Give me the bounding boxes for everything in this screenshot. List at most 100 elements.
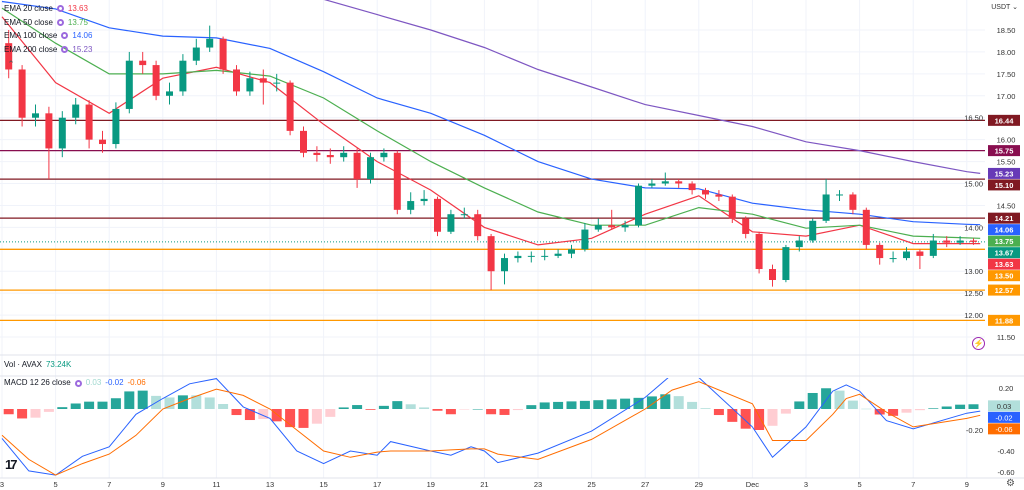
price-marker: 15.23 (988, 167, 1020, 179)
macd-legend[interactable]: MACD 12 26 close 0.03 -0.02 -0.06 (4, 378, 146, 388)
candle (554, 249, 562, 259)
price-marker-bg (988, 314, 1020, 326)
candle-body (661, 181, 669, 184)
legend-label: EMA 100 close (4, 31, 58, 40)
price-marker: 15.10 (988, 179, 1020, 191)
ema-line-50 (1, 7, 981, 239)
price-marker-label: 16.44 (995, 116, 1015, 125)
macd-histogram-bar (70, 403, 81, 409)
candle (367, 152, 374, 184)
price-axis-label: 16.50 (964, 114, 983, 123)
tradingview-logo[interactable]: 17 (5, 457, 18, 472)
lightning-icon[interactable]: ⚡ (972, 337, 985, 350)
candle (541, 249, 549, 261)
candle-body (514, 255, 522, 259)
time-axis-label: 13 (266, 480, 274, 489)
ema-line-100 (1, 0, 981, 226)
candle-body (608, 225, 616, 228)
legend-ema200[interactable]: EMA 200 close 15.23 (4, 43, 92, 57)
gear-icon[interactable]: ⚙ (1006, 478, 1015, 489)
candle (434, 196, 441, 237)
price-marker-bg (988, 167, 1020, 179)
candle (85, 100, 93, 149)
candle-body (970, 240, 977, 242)
price-marker-bg (988, 270, 1020, 282)
price-axis-label: 16.00 (997, 136, 1016, 145)
macd-histogram-bar (57, 407, 68, 409)
macd-histogram-value: 0.03 (85, 378, 102, 387)
legend-value: 13.75 (67, 17, 88, 27)
macd-histogram-bar (874, 409, 885, 415)
legend-ema50[interactable]: EMA 50 close 13.75 (4, 16, 92, 30)
macd-histogram-bar (271, 409, 282, 422)
price-axis-label: 11.50 (997, 333, 1015, 342)
candle (956, 236, 964, 245)
volume-value: 73.24K (45, 360, 72, 369)
candle-body (621, 225, 629, 228)
candle-body (139, 60, 147, 66)
candle (313, 146, 321, 162)
macd-histogram-bar (244, 409, 255, 421)
price-marker: 14.06 (988, 224, 1020, 236)
candle-body (367, 157, 374, 180)
indicator-settings-icon[interactable] (56, 5, 64, 13)
currency-selector[interactable]: USDT ⌄ (991, 4, 1018, 11)
macd-histogram-bar (794, 401, 805, 409)
candle (420, 190, 428, 206)
candle-body (862, 209, 870, 245)
time-axis-label: 25 (587, 480, 595, 489)
candle (460, 207, 468, 219)
price-marker: 11.88 (988, 314, 1020, 326)
indicator-settings-icon[interactable] (56, 18, 64, 26)
candle (18, 65, 26, 127)
candle (862, 207, 870, 250)
candle-body (688, 183, 696, 191)
candle (943, 236, 951, 248)
candle-body (192, 47, 200, 61)
price-marker-bg (988, 179, 1020, 191)
collapse-legend-chevron-up-icon[interactable]: ⌃ (7, 59, 15, 69)
indicator-settings-icon[interactable] (74, 379, 82, 387)
candle-body (206, 38, 214, 48)
candle (340, 146, 348, 162)
time-axis-label: Dec (746, 480, 760, 489)
macd-histogram-bar (352, 405, 363, 409)
macd-axis-label: -0.40 (997, 447, 1014, 456)
macd-histogram-bar (941, 406, 952, 409)
price-marker-bg (988, 224, 1020, 236)
indicator-settings-icon[interactable] (61, 32, 69, 40)
candle (72, 97, 80, 125)
candle (822, 179, 830, 223)
candle (648, 179, 656, 188)
candle (206, 25, 214, 52)
macd-histogram-bar (673, 396, 684, 409)
time-axis-label: 29 (695, 480, 703, 489)
legend-label: EMA 50 close (4, 17, 53, 27)
macd-histogram-bar (392, 401, 403, 409)
macd-histogram-bar (177, 395, 188, 409)
candle-body (434, 198, 441, 232)
macd-histogram-bar (191, 395, 202, 409)
legend-ema100[interactable]: EMA 100 close 14.06 (4, 29, 92, 43)
macd-histogram-bar (97, 401, 108, 409)
candle-body (152, 65, 160, 96)
candle-body (72, 104, 80, 118)
price-marker-label: 13.63 (995, 260, 1014, 269)
ema-line-200 (323, 0, 981, 174)
price-marker-label: 14.21 (995, 214, 1014, 223)
candle-body (527, 255, 535, 257)
candle-body (769, 269, 776, 281)
candle (393, 150, 401, 215)
macd-histogram-bar (914, 409, 925, 411)
candle-body (326, 155, 334, 158)
indicator-settings-icon[interactable] (61, 45, 69, 53)
candle (742, 216, 750, 239)
price-marker: 15.75 (988, 145, 1020, 157)
macd-histogram-bar (847, 400, 858, 409)
volume-legend[interactable]: Vol · AVAX 73.24K (4, 360, 71, 370)
candle (702, 187, 709, 199)
price-axis-label: 13.00 (964, 267, 983, 276)
legend-ema20[interactable]: EMA 20 close 13.63 (4, 2, 92, 16)
macd-histogram-bar (311, 409, 322, 424)
